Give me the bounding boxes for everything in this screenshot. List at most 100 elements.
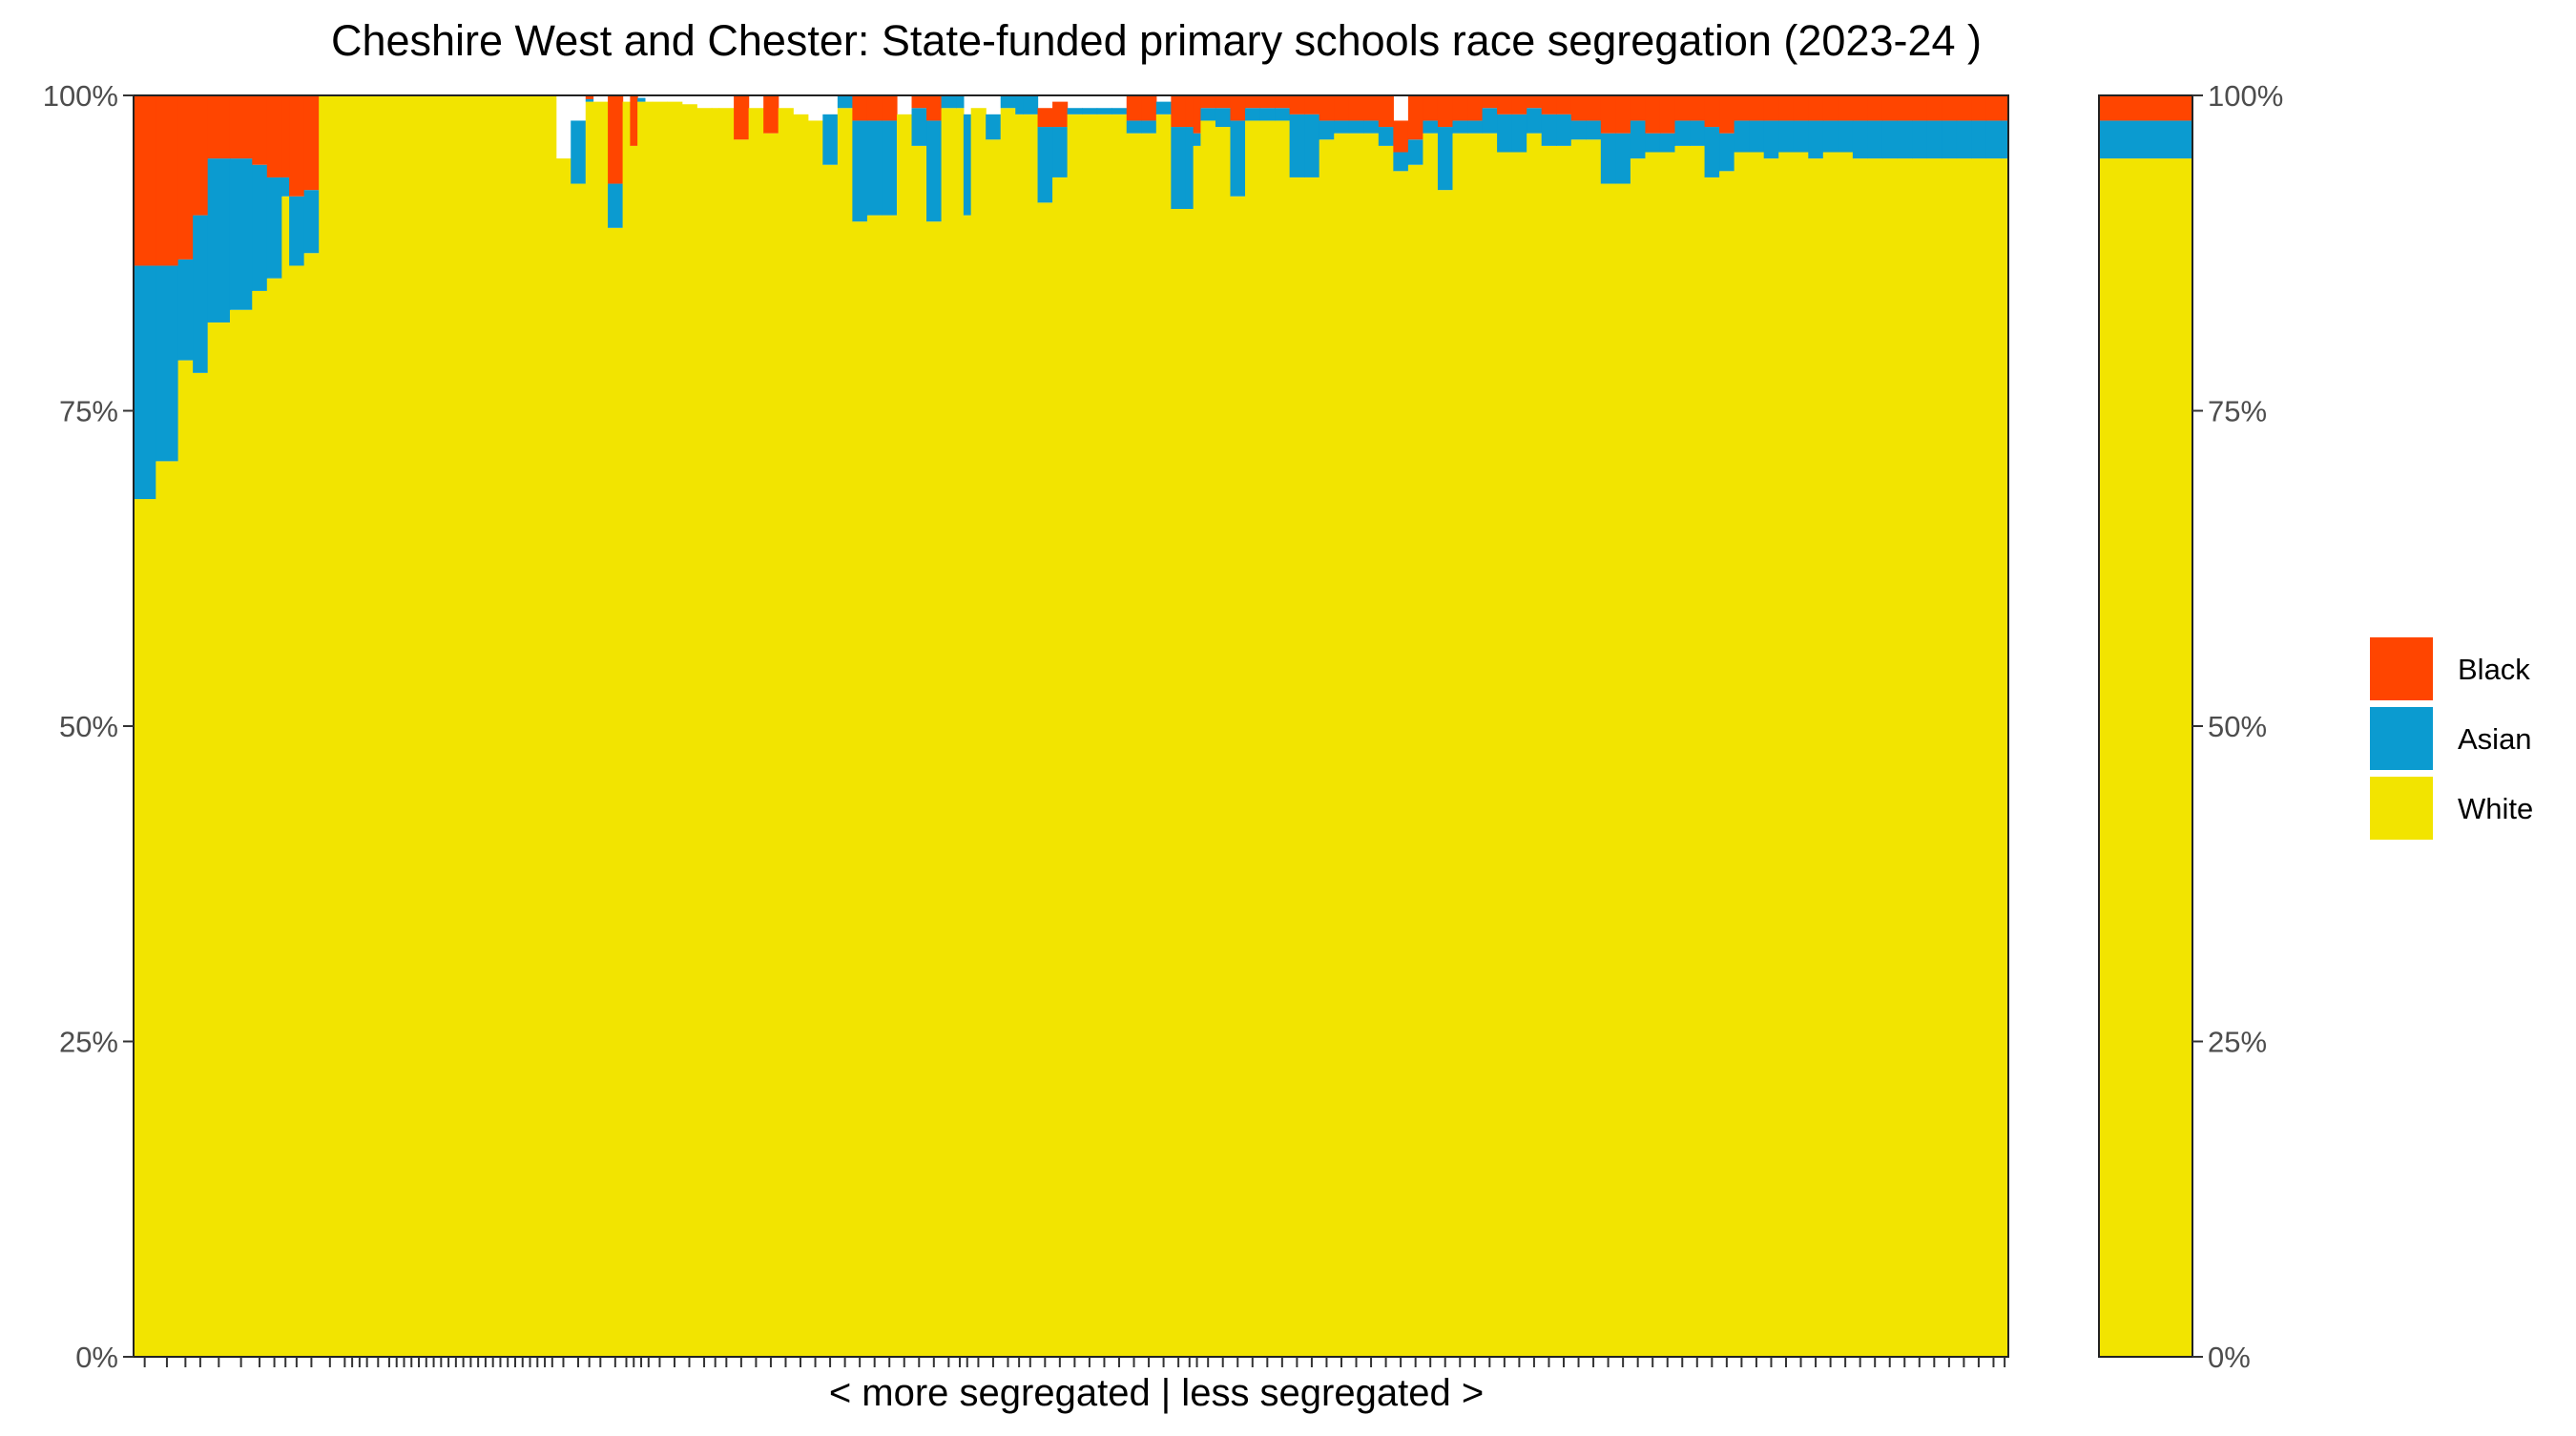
asian-segment <box>1185 127 1195 209</box>
school-bar <box>1867 95 1883 1358</box>
school-bar <box>1082 108 1098 1358</box>
asian-segment <box>837 95 853 109</box>
asian-segment <box>1023 95 1039 114</box>
white-segment <box>518 95 528 1357</box>
school-bar <box>1407 95 1424 1358</box>
black-segment <box>1452 95 1468 121</box>
chart-title: Cheshire West and Chester: State-funded … <box>331 16 1982 65</box>
white-segment <box>1586 139 1602 1357</box>
school-bar <box>156 95 179 1357</box>
school-bar <box>1808 95 1824 1358</box>
white-segment <box>482 95 490 1357</box>
school-bar <box>1630 95 1647 1358</box>
school-bar <box>252 95 268 1357</box>
asian-segment <box>1793 120 1809 153</box>
asian-segment <box>134 265 156 500</box>
school-bar <box>1734 95 1750 1358</box>
school-bar <box>592 101 609 1358</box>
y-tick-label: 0% <box>75 1341 118 1374</box>
school-bar <box>1881 95 1899 1358</box>
school-bar <box>1600 95 1616 1357</box>
white-segment <box>356 95 364 1357</box>
black-segment <box>608 95 624 184</box>
school-bar <box>608 95 624 1357</box>
white-segment <box>1867 158 1883 1358</box>
white-segment <box>1881 158 1899 1358</box>
white-segment <box>289 265 305 1358</box>
white-segment <box>1230 196 1246 1357</box>
white-segment <box>319 95 343 1357</box>
asian-segment <box>1378 127 1394 146</box>
school-bar <box>1200 95 1216 1358</box>
white-segment <box>1497 152 1513 1358</box>
asian-segment <box>266 177 282 279</box>
white-segment <box>711 108 720 1358</box>
asian-segment <box>1193 133 1202 146</box>
asian-segment <box>1645 133 1661 153</box>
black-segment <box>1704 95 1720 128</box>
white-segment <box>177 360 194 1357</box>
legend-item: Black <box>2370 637 2530 700</box>
white-segment <box>608 227 624 1357</box>
school-bar <box>1193 95 1202 1357</box>
asian-segment <box>1363 120 1380 134</box>
white-segment <box>488 95 498 1357</box>
black-segment <box>1215 95 1232 109</box>
asian-segment <box>1942 120 1958 159</box>
black-segment <box>1674 95 1691 121</box>
black-segment <box>1037 108 1053 128</box>
asian-segment <box>1897 120 1913 159</box>
legend-label: White <box>2458 792 2533 825</box>
school-bar <box>407 95 416 1357</box>
white-segment <box>400 95 408 1357</box>
school-bar <box>363 95 372 1357</box>
school-bar <box>711 108 720 1358</box>
asian-segment <box>1971 120 1987 159</box>
black-segment <box>281 95 290 177</box>
black-segment <box>1511 95 1527 114</box>
black-segment <box>1942 95 1958 121</box>
school-bar <box>504 95 512 1357</box>
school-bar <box>1000 95 1016 1358</box>
black-segment <box>734 95 750 140</box>
legend-item: White <box>2370 777 2533 840</box>
black-segment <box>1141 95 1157 121</box>
school-bar <box>1155 101 1172 1358</box>
school-bar <box>1985 95 2002 1358</box>
white-segment <box>281 196 290 1357</box>
black-segment <box>1304 95 1320 114</box>
white-segment <box>1971 158 1987 1358</box>
black-segment <box>1467 95 1484 121</box>
asian-segment <box>1778 120 1795 153</box>
school-bar <box>1052 101 1069 1358</box>
black-segment <box>1378 95 1394 128</box>
black-segment <box>1763 95 1779 121</box>
white-segment <box>882 215 898 1358</box>
black-segment <box>1052 101 1069 128</box>
asian-segment <box>1000 95 1016 109</box>
y-tick-label: 75% <box>2208 395 2267 428</box>
y-tick-label: 50% <box>59 710 118 743</box>
asian-segment <box>866 120 883 216</box>
asian-segment <box>1155 101 1172 114</box>
white-segment <box>652 101 668 1358</box>
white-segment <box>496 95 505 1357</box>
school-bar <box>1541 95 1557 1357</box>
school-bar <box>1511 95 1527 1358</box>
school-bar <box>392 95 402 1357</box>
overall-asian-segment <box>2099 120 2192 159</box>
school-bar <box>866 95 883 1358</box>
school-bar <box>630 95 638 1357</box>
school-bar <box>289 95 305 1358</box>
asian-segment <box>1467 120 1484 134</box>
school-bar <box>177 95 194 1357</box>
white-segment <box>585 101 594 1358</box>
school-bar <box>970 108 987 1358</box>
black-segment <box>1912 95 1928 121</box>
white-segment <box>822 164 839 1358</box>
school-bar <box>1482 95 1498 1357</box>
school-bar <box>1111 108 1128 1358</box>
white-segment <box>1319 139 1335 1357</box>
